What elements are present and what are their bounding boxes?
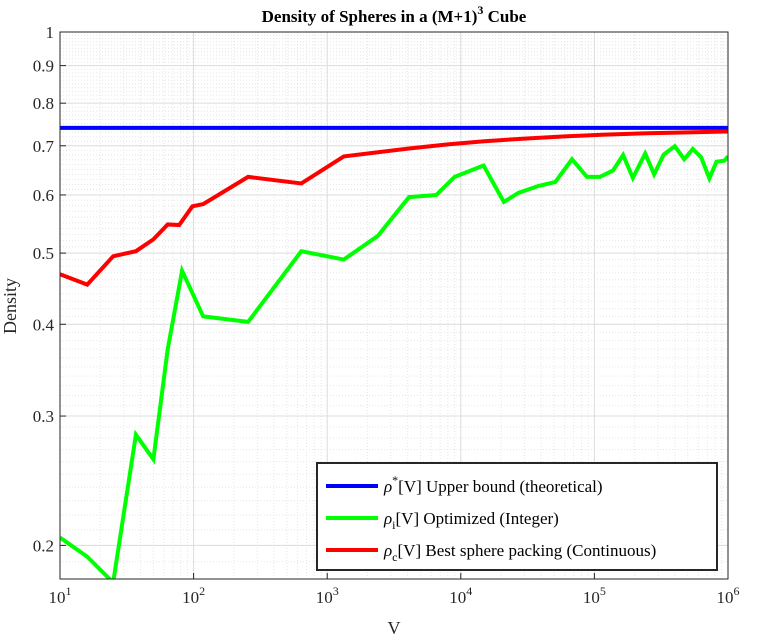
y-axis-label: Density — [0, 278, 20, 334]
series-layer — [60, 125, 728, 579]
chart-title: Density of Spheres in a (M+1)3 Cube — [262, 3, 527, 26]
x-tick-label: 102 — [182, 584, 205, 607]
y-tick-label: 0.7 — [33, 137, 55, 156]
legend-label-upper-bound: ρ*[V] Upper bound (theoretical) — [383, 473, 603, 496]
legend-label-optimized-integer: ρi[V] Optimized (Integer) — [383, 509, 559, 532]
x-axis-label: V — [388, 618, 401, 638]
x-tick-label: 104 — [449, 584, 472, 607]
plot-frame — [59, 31, 729, 580]
x-tick-labels: 101 102 103 104 105 106 — [49, 584, 740, 607]
series-optimized-integer — [60, 143, 728, 579]
legend-box — [316, 462, 718, 571]
x-tick-label: 105 — [583, 584, 606, 607]
y-tick-label: 0.6 — [33, 186, 54, 205]
x-tick-label: 106 — [717, 584, 740, 607]
y-tick-label: 0.4 — [33, 315, 55, 334]
y-tick-label: 0.5 — [33, 244, 54, 263]
y-tick-labels: 0.2 0.3 0.4 0.5 0.6 0.7 0.8 0.9 1 — [33, 23, 55, 555]
legend: ρ*[V] Upper bound (theoretical) ρi[V] Opt… — [316, 462, 718, 571]
x-tick-label: 103 — [316, 584, 339, 607]
minor-grid — [60, 32, 728, 579]
y-tick-label: 1 — [46, 23, 55, 42]
series-best-sphere-packing — [60, 129, 728, 287]
legend-label-best-sphere-packing: ρc[V] Best sphere packing (Continuous) — [383, 541, 656, 564]
y-tick-label: 0.8 — [33, 94, 54, 113]
y-tick-label: 0.9 — [33, 57, 54, 76]
y-tick-label: 0.2 — [33, 536, 54, 555]
x-tick-label: 101 — [49, 584, 72, 607]
y-tick-label: 0.3 — [33, 407, 54, 426]
